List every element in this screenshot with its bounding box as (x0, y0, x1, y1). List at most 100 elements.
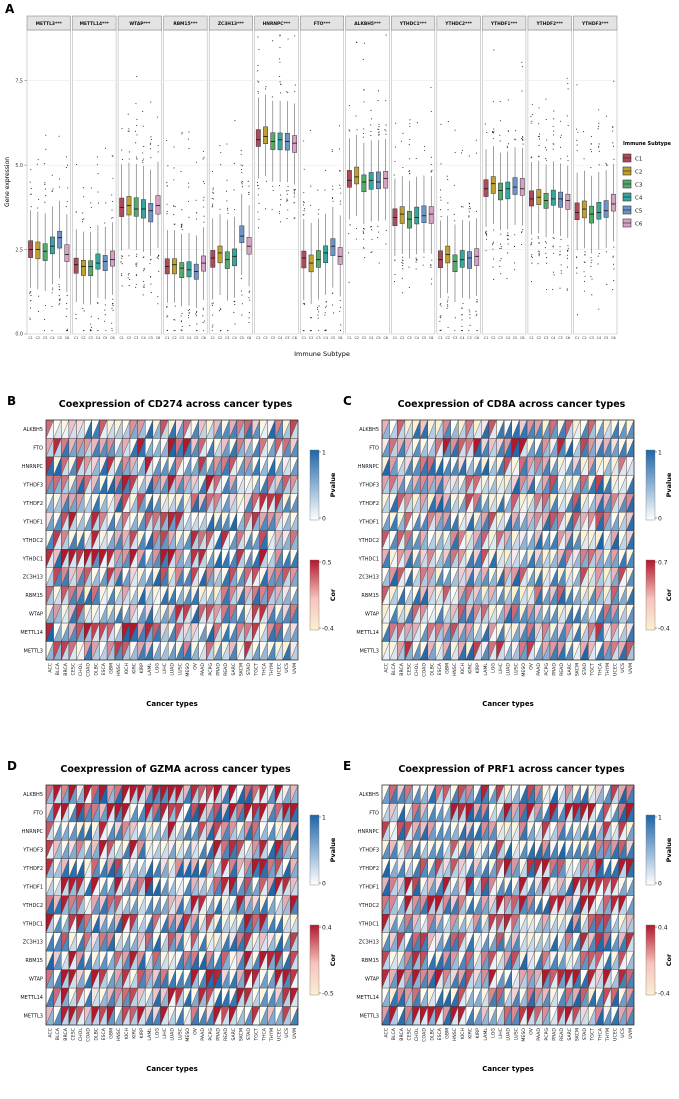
svg-text:C1: C1 (347, 336, 351, 340)
panel-c-label: C (343, 394, 352, 408)
svg-text:DLBC: DLBC (93, 662, 99, 675)
box-RBM15-C3 (179, 262, 185, 278)
hm-row-METTL3 (45, 641, 299, 661)
svg-text:C3: C3 (225, 336, 229, 340)
svg-text:C4: C4 (551, 336, 555, 340)
svg-text:C2: C2 (218, 336, 222, 340)
facet-YTHDF3: YTHDF3*** C1 C2 C3 C4 C5 C6 (573, 15, 618, 340)
facet-strip (299, 15, 345, 31)
svg-text:READ: READ (223, 663, 229, 676)
facet-RBM15: RBM15*** C1 C2 C3 C4 C5 C6 (163, 15, 208, 340)
box-METTL14-C2 (80, 260, 86, 276)
hm-row-YTHDF3 (45, 840, 299, 860)
facet-YTHDF2: YTHDF2*** C1 C2 C3 C4 C5 C6 (527, 15, 572, 340)
hm-row-FTO (381, 438, 635, 458)
svg-text:C4: C4 (460, 336, 464, 340)
hm-row-labels: ALKBH5 FTO HNRNPC YTHDF3 YTHDF2 YTHDF1 YTHDC2 Y… (20, 427, 43, 655)
facet-strip (527, 15, 572, 31)
svg-text:ALKBH5: ALKBH5 (23, 427, 43, 433)
svg-text:BRCA: BRCA (63, 662, 69, 676)
svg-text:C2: C2 (309, 336, 313, 340)
svg-text:C6: C6 (247, 336, 251, 340)
box-FTO-C4 (323, 245, 329, 263)
box-METTL3-C4 (49, 236, 55, 255)
svg-text:C1: C1 (393, 336, 397, 340)
svg-text:WTAP: WTAP (29, 612, 43, 618)
svg-text:C6: C6 (520, 336, 524, 340)
box-METTL3-C3 (42, 243, 48, 261)
svg-text:STAD: STAD (246, 663, 252, 676)
svg-text:5.0: 5.0 (15, 163, 23, 169)
svg-text:YTHDF1***: YTHDF1*** (490, 21, 518, 27)
panel-d-label: D (7, 759, 17, 773)
svg-text:PCPG: PCPG (208, 663, 214, 676)
svg-text:C2: C2 (127, 336, 131, 340)
facet-strip (573, 15, 618, 31)
hm-row-YTHDF2 (45, 858, 299, 878)
hm-row-ALKBH5 (45, 784, 299, 804)
svg-text:C2: C2 (400, 336, 404, 340)
svg-text:SARC: SARC (231, 662, 237, 675)
svg-text:C6: C6 (110, 336, 114, 340)
svg-text:C6: C6 (383, 336, 387, 340)
box-YTHDC1-C2 (399, 206, 405, 224)
facet-WTAP: WTAP*** C1 C2 C3 C4 C5 C6 (117, 15, 162, 340)
svg-text:UCS: UCS (284, 663, 290, 673)
hm-row-ALKBH5 (381, 419, 635, 439)
box-WTAP-C6 (155, 195, 161, 215)
box-YTHDF1-C1 (483, 179, 489, 197)
panel-a-boxplots: 0.0 2.5 5.0 7.5 Gene expression Immune Subtyp… (0, 4, 679, 389)
hm-row-YTHDF1 (381, 877, 635, 896)
box-ZC3H13-C3 (224, 251, 230, 269)
svg-text:C1: C1 (211, 336, 215, 340)
svg-text:YTHDC2: YTHDC2 (22, 538, 43, 544)
coexpression-heatmap-cd8a: ALKBH5FTOHNRNPCYTHDF3YTHDF2YTHDF1YTHDC2Y… (356, 419, 673, 708)
svg-text:RBM15: RBM15 (25, 593, 43, 599)
svg-text:Gene expression: Gene expression (4, 157, 11, 207)
svg-text:METTL3***: METTL3*** (36, 21, 63, 27)
svg-text:THCA: THCA (261, 662, 267, 677)
box-YTHDC2-C1 (438, 250, 443, 268)
svg-text:C3: C3 (498, 336, 502, 340)
svg-text:C3: C3 (635, 182, 643, 188)
hm-row-WTAP (381, 969, 635, 989)
svg-text:C5: C5 (331, 336, 335, 340)
svg-text:C4: C4 (415, 336, 419, 340)
hm-row-HNRNPC (381, 456, 635, 476)
box-RBM15-C2 (172, 258, 177, 275)
svg-text:C5: C5 (376, 336, 380, 340)
box-ALKBH5-C4 (368, 172, 374, 190)
panel-e-label: E (343, 759, 352, 773)
svg-text:HNRNPC***: HNRNPC*** (263, 21, 291, 27)
box-YTHDF1-C3 (498, 182, 503, 201)
hm-xaxis-label: Cancer types (146, 700, 197, 708)
svg-text:C6: C6 (566, 336, 570, 340)
svg-text:TGCT: TGCT (254, 663, 260, 677)
facet-strip (208, 15, 253, 31)
panel-c-title: Coexpression of CD8A across cancer types (397, 399, 626, 410)
svg-text:C4: C4 (50, 336, 54, 340)
hm-row-RBM15 (381, 585, 635, 605)
svg-text:BLCA: BLCA (55, 662, 61, 675)
hm-row-YTHDC1 (45, 914, 299, 933)
svg-text:C5: C5 (422, 336, 426, 340)
facet-METTL14: METTL14*** C1 C2 C3 C4 C5 C6 (72, 15, 117, 340)
hm-row-YTHDC1 (381, 549, 635, 568)
svg-text:7.5: 7.5 (15, 78, 23, 84)
hm-row-WTAP (381, 604, 635, 624)
svg-text:C1: C1 (120, 336, 124, 340)
panel-b-heatmap: Coexpression of CD274 across cancer type… (8, 398, 343, 734)
svg-text:C6: C6 (65, 336, 69, 340)
svg-text:C4: C4 (187, 336, 191, 340)
svg-text:YTHDF3***: YTHDF3*** (581, 21, 609, 27)
svg-text:C2: C2 (446, 336, 450, 340)
svg-text:KIRP: KIRP (139, 663, 145, 674)
svg-text:C6: C6 (338, 336, 342, 340)
svg-text:KIRC: KIRC (132, 662, 138, 673)
box-YTHDF1-C6 (519, 178, 525, 196)
hm-row-METTL14 (381, 622, 635, 642)
svg-text:C2: C2 (582, 336, 586, 340)
